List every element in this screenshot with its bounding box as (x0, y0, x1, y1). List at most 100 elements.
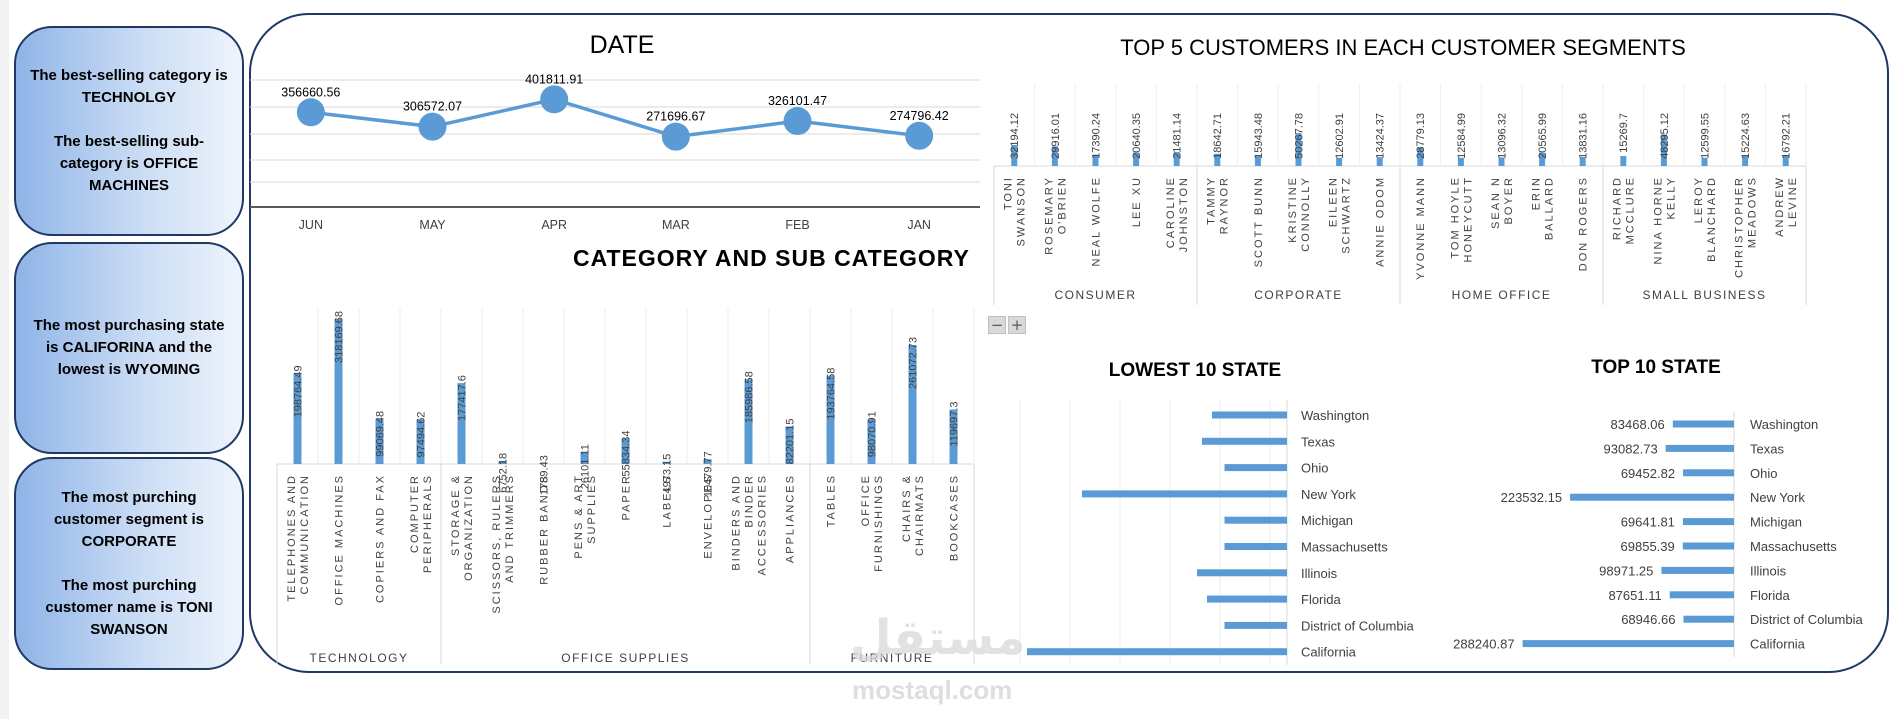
x-tick-label-line: ENVELOPES (702, 474, 714, 559)
bar (539, 463, 548, 464)
data-label: 15943.48 (1253, 113, 1265, 159)
x-tick-label-line: AND TRIMMERS (504, 474, 516, 583)
bar (744, 379, 753, 464)
x-tick-label: OFFICE FURNISHINGS (860, 474, 885, 572)
data-label: 271696.67 (646, 110, 705, 124)
data-label-line: 177417.6 (456, 375, 468, 421)
data-label: 50267.78 (1293, 113, 1305, 159)
bar (1522, 640, 1734, 648)
data-label-line: 15943.48 (1253, 113, 1265, 159)
x-tick-label-line: BLANCHARD (1706, 176, 1718, 262)
bar (1672, 420, 1734, 428)
bar (1011, 144, 1018, 166)
data-label-line: 26101.11 (579, 444, 591, 489)
data-point (905, 121, 934, 150)
x-tick-label-line: NINA HORNE (1652, 176, 1664, 264)
x-tick-label-line: BINDER (743, 474, 755, 528)
x-tick-label-line: PENS & ART (573, 474, 585, 559)
x-tick-label-line: ANNIE ODOM (1375, 176, 1387, 267)
x-tick-label: STORAGE & ORGANIZATION (450, 474, 475, 581)
x-tick-label: BINDERS AND BINDER ACCESSORIES (730, 474, 768, 575)
zoom-out-button[interactable]: − (988, 316, 1006, 334)
data-label: 13096.32 (1496, 113, 1508, 159)
data-label: 6752.18 (497, 453, 509, 493)
y-tick-label: Massachusetts (1301, 540, 1388, 555)
data-label: 21481.14 (1172, 113, 1184, 159)
x-tick-label-line: LEE XU (1131, 176, 1143, 227)
bar (1376, 157, 1383, 166)
data-label: 12602.91 (1334, 113, 1346, 159)
bar (1683, 469, 1734, 477)
x-tick-label-line: ACCESSORIES (756, 474, 768, 575)
bar (1212, 411, 1287, 419)
group-label: OFFICE SUPPLIES (561, 651, 690, 665)
data-label: 93082.73 (1604, 441, 1658, 456)
bar (1051, 146, 1058, 166)
x-tick-label-line: BALLARD (1543, 176, 1555, 240)
data-label-line: 55834.34 (620, 431, 632, 477)
zoom-in-button[interactable]: + (1008, 316, 1026, 334)
x-tick-label: SCISSORS, RULERS AND TRIMMERS (491, 474, 516, 614)
x-tick-label-line: TELEPHONES AND (286, 474, 298, 602)
data-label-line: 12602.91 (1334, 113, 1346, 159)
data-label: 28779.13 (1415, 113, 1427, 159)
bar (1092, 154, 1099, 166)
y-tick-label: Texas (1750, 441, 1784, 456)
y-tick-label: Florida (1301, 592, 1342, 607)
data-point (296, 98, 325, 127)
data-label: 48295.12 (1659, 113, 1671, 159)
bar (1027, 648, 1287, 656)
dashboard-panel (249, 13, 1889, 673)
x-tick-label: FEB (785, 218, 809, 232)
bar (867, 419, 876, 464)
insight-text: The most purching customer name is TONI … (45, 576, 213, 638)
bar (580, 452, 589, 464)
x-tick-label: YVONNE MANN (1415, 176, 1427, 280)
chart-title: LOWEST 10 STATE (1109, 360, 1281, 381)
x-tick-label: RUBBER BANDS (538, 474, 550, 585)
x-tick-label: TABLES (825, 474, 837, 527)
x-tick-label: SEAN N BOYER (1490, 176, 1515, 229)
x-tick-label: DON ROGERS (1578, 176, 1590, 271)
bar (662, 461, 671, 464)
x-tick-label-line: STORAGE & (450, 474, 462, 556)
bar (1661, 566, 1734, 574)
data-label: 15269.7 (1618, 113, 1630, 153)
x-tick-label: PENS & ART SUPPLIES (573, 474, 598, 559)
bar (1539, 152, 1546, 166)
data-label: 98070.91 (866, 411, 878, 457)
bar (334, 318, 343, 464)
data-label-line: 13096.32 (1496, 113, 1508, 159)
bar (1224, 621, 1287, 629)
group-label: SMALL BUSINESS (1643, 288, 1767, 302)
data-label-line: 17390.24 (1090, 113, 1102, 159)
x-tick-label: ROSEMARY O'BRIEN (1043, 176, 1068, 255)
x-tick-label-line: ROSEMARY (1043, 176, 1055, 255)
bar (1254, 155, 1261, 166)
y-tick-label: Florida (1750, 588, 1791, 603)
data-label-line: 48295.12 (1659, 113, 1671, 159)
x-tick-label-line: SCHWARTZ (1340, 176, 1352, 254)
bar (826, 375, 835, 464)
watermark-logo: مستقل (850, 610, 1026, 666)
x-tick-label: APR (541, 218, 567, 232)
data-label: 15224.63 (1740, 113, 1752, 159)
bar (1224, 464, 1287, 472)
data-label-line: 50267.78 (1293, 113, 1305, 159)
x-tick-label-line: PAPER (620, 474, 632, 520)
x-tick-label-line: SUPPLIES (586, 474, 598, 544)
x-tick-label-line: APPLIANCES (784, 474, 796, 563)
bar (1620, 156, 1627, 166)
group-label: FURNITURE (851, 651, 934, 665)
data-label: 4973.15 (661, 454, 673, 494)
data-label: 13831.16 (1578, 113, 1590, 159)
data-label-line: 318169.68 (333, 311, 345, 363)
bar (1665, 444, 1734, 452)
x-tick-label-line: LABELS (661, 474, 673, 528)
x-tick-label: BOOKCASES (948, 474, 960, 561)
x-tick-label: APPLIANCES (784, 474, 796, 563)
x-tick-label-line: COMPUTER (409, 474, 421, 553)
data-label: 55834.34 (620, 431, 632, 477)
x-tick-label: COMPUTER PERIPHERALS (409, 474, 434, 573)
left-edge-strip (0, 0, 9, 719)
